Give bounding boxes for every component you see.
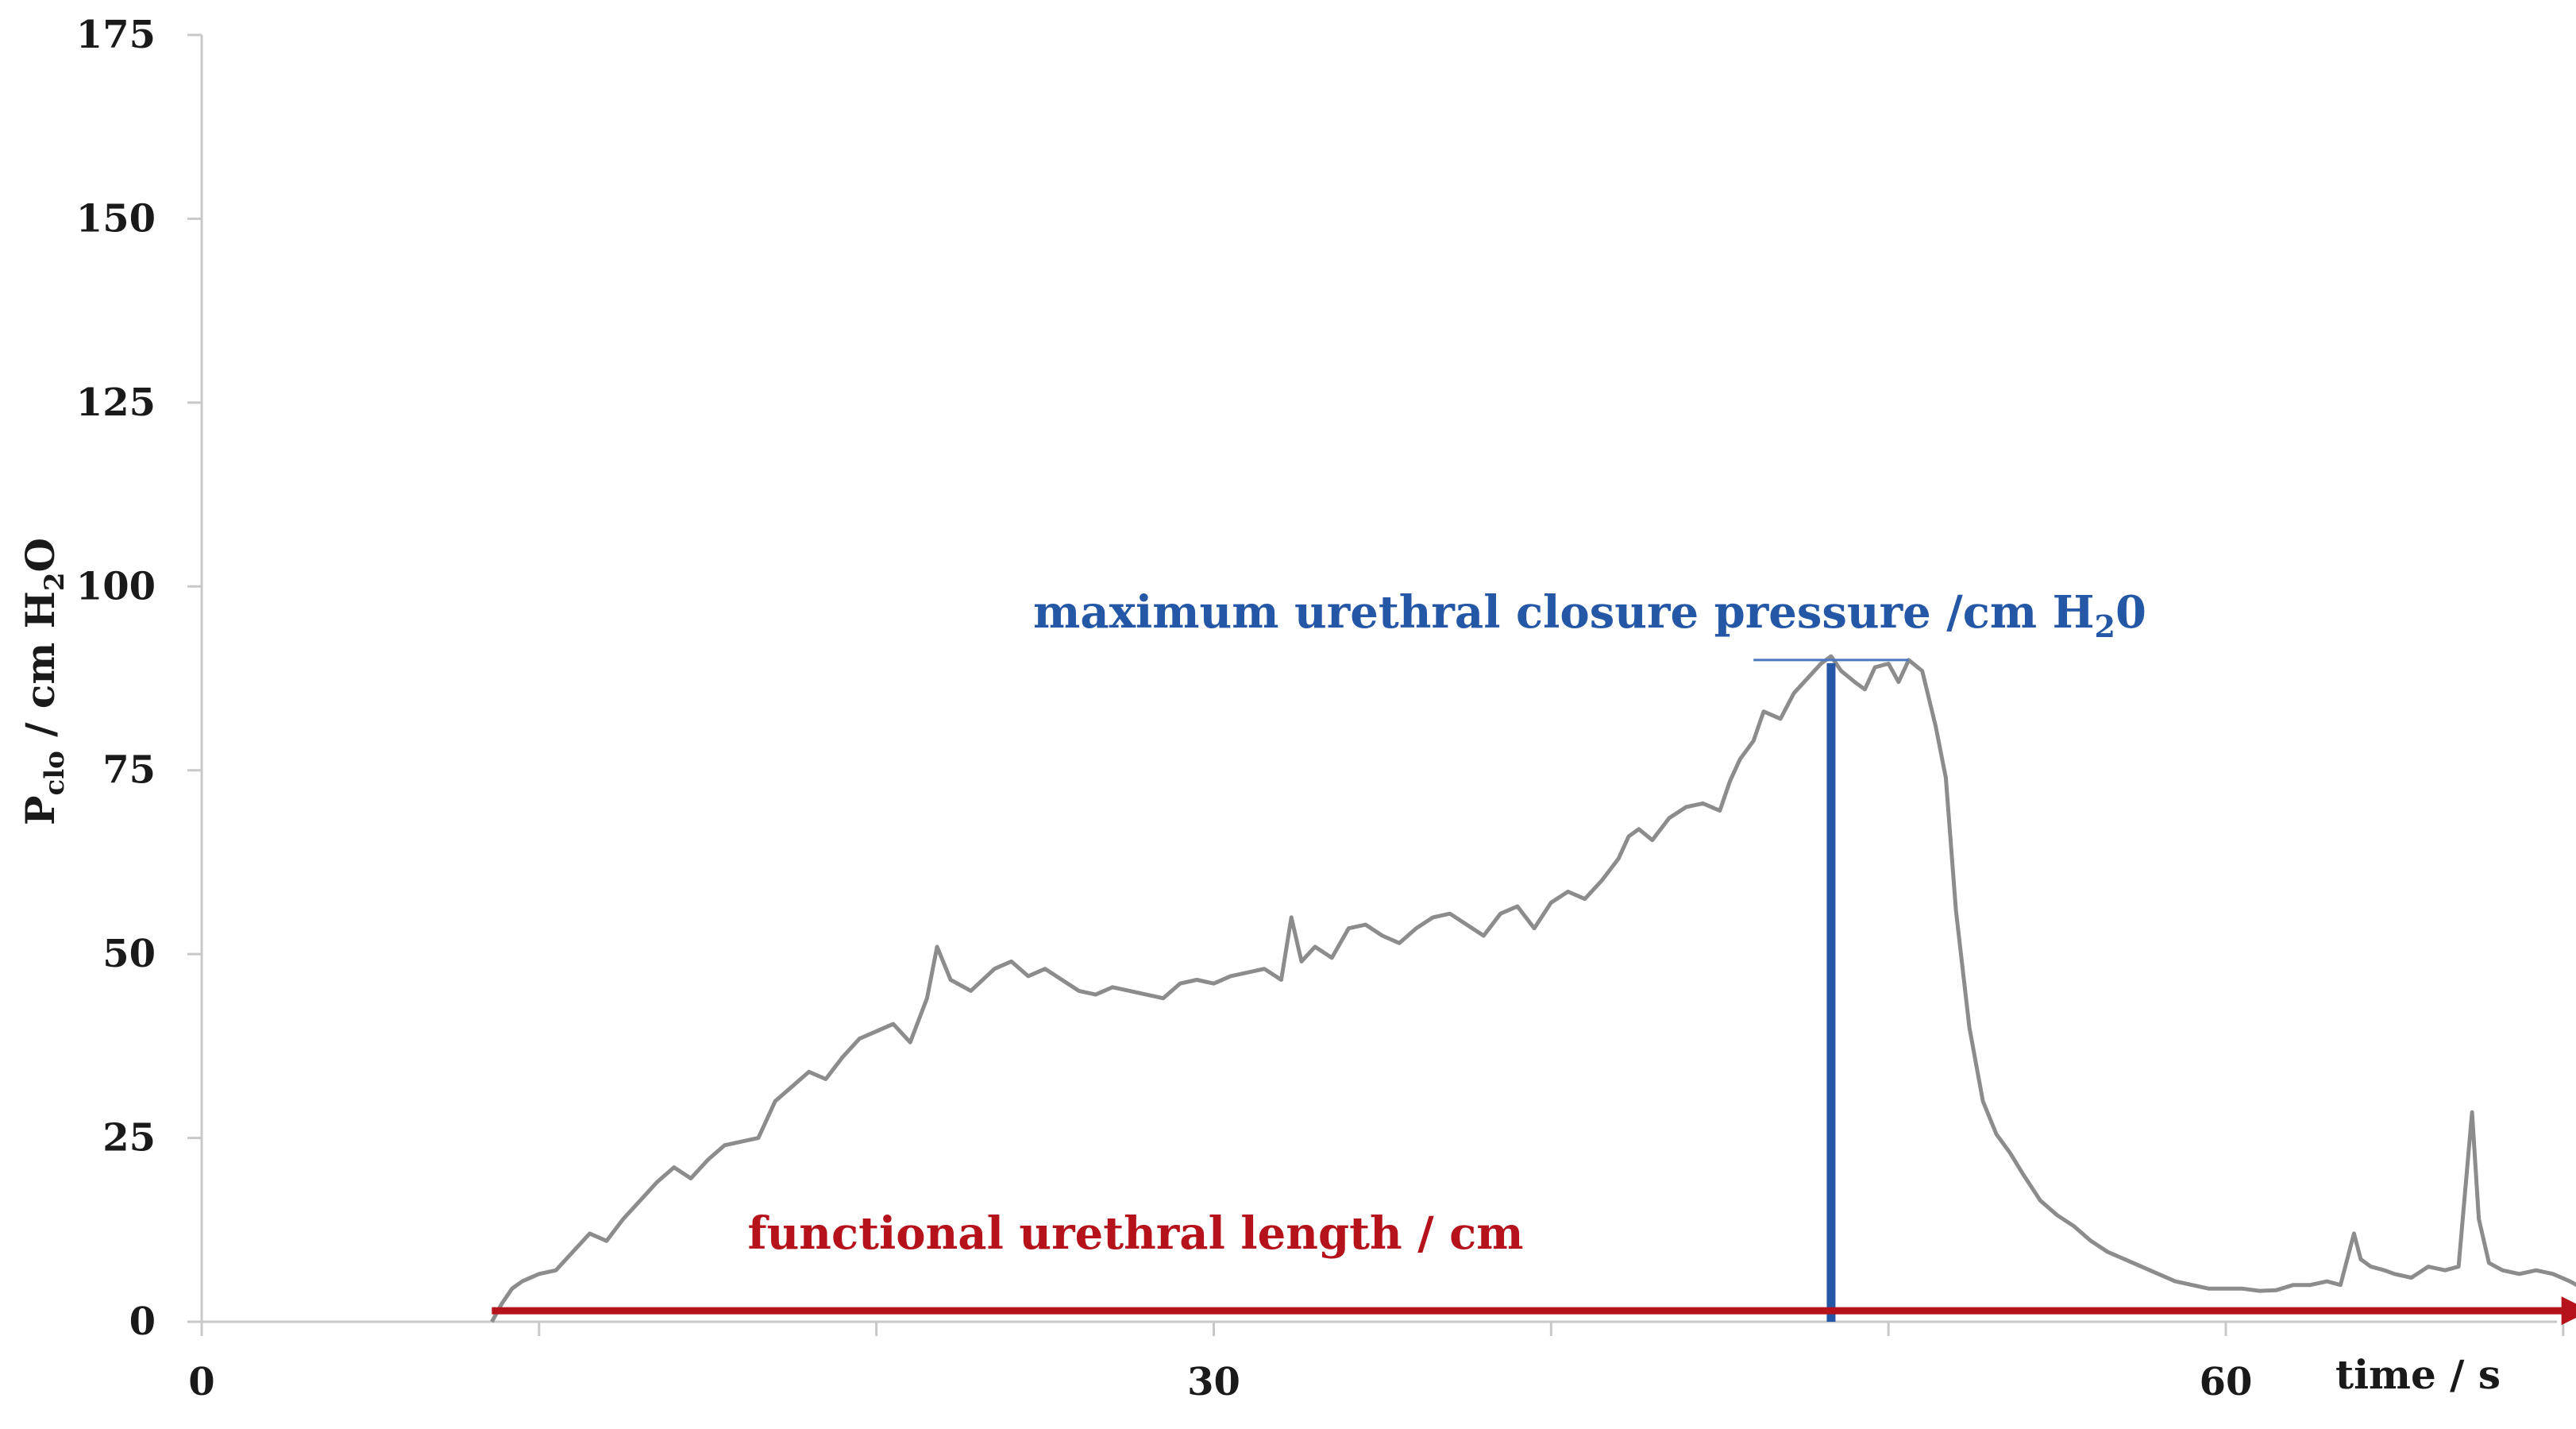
- series-line: [490, 654, 2576, 1323]
- y-tick-label: 25: [102, 1116, 156, 1161]
- y-axis-title-sub2: 2: [39, 572, 71, 591]
- y-tick-label: 125: [76, 380, 156, 425]
- max-pressure-label: maximum urethral closure pressure /cm H2…: [1033, 586, 2146, 644]
- y-axis-title-rest: / cm H: [17, 591, 64, 751]
- y-tick-label: 100: [76, 564, 156, 608]
- max-pressure-label-end: 0: [2115, 586, 2146, 639]
- y-tick-label: 150: [76, 196, 156, 241]
- y-tick-label: 0: [129, 1300, 156, 1344]
- functional-length-annotation: functional urethral length / cm: [492, 1207, 2576, 1326]
- x-tick-label: 0: [188, 1360, 214, 1404]
- axes: 0 25 50 75 100 125 150 175 0 30 60: [76, 13, 2565, 1404]
- x-tick-label: 30: [1187, 1360, 1240, 1404]
- max-pressure-label-main: maximum urethral closure pressure /cm H: [1033, 586, 2094, 639]
- y-axis-title: Pclo / cm H2O: [17, 538, 71, 825]
- y-tick-label: 175: [76, 13, 156, 57]
- max-pressure-annotation: maximum urethral closure pressure /cm H2…: [1033, 586, 2146, 1322]
- y-tick-label: 75: [102, 748, 156, 793]
- x-ticks: 0 30 60: [188, 1322, 2565, 1404]
- y-axis-title-main: P: [17, 796, 64, 826]
- functional-length-label: functional urethral length / cm: [747, 1207, 1523, 1260]
- y-ticks: 0 25 50 75 100 125 150 175: [76, 13, 202, 1344]
- series-group: [490, 654, 2576, 1323]
- y-tick-label: 50: [102, 932, 156, 976]
- max-pressure-label-sub: 2: [2094, 608, 2115, 644]
- y-axis-title-sub: clo: [39, 751, 71, 795]
- x-axis-title: time / s: [2335, 1351, 2501, 1398]
- x-tick-label: 60: [2200, 1360, 2253, 1404]
- y-axis-title-end: O: [17, 538, 64, 573]
